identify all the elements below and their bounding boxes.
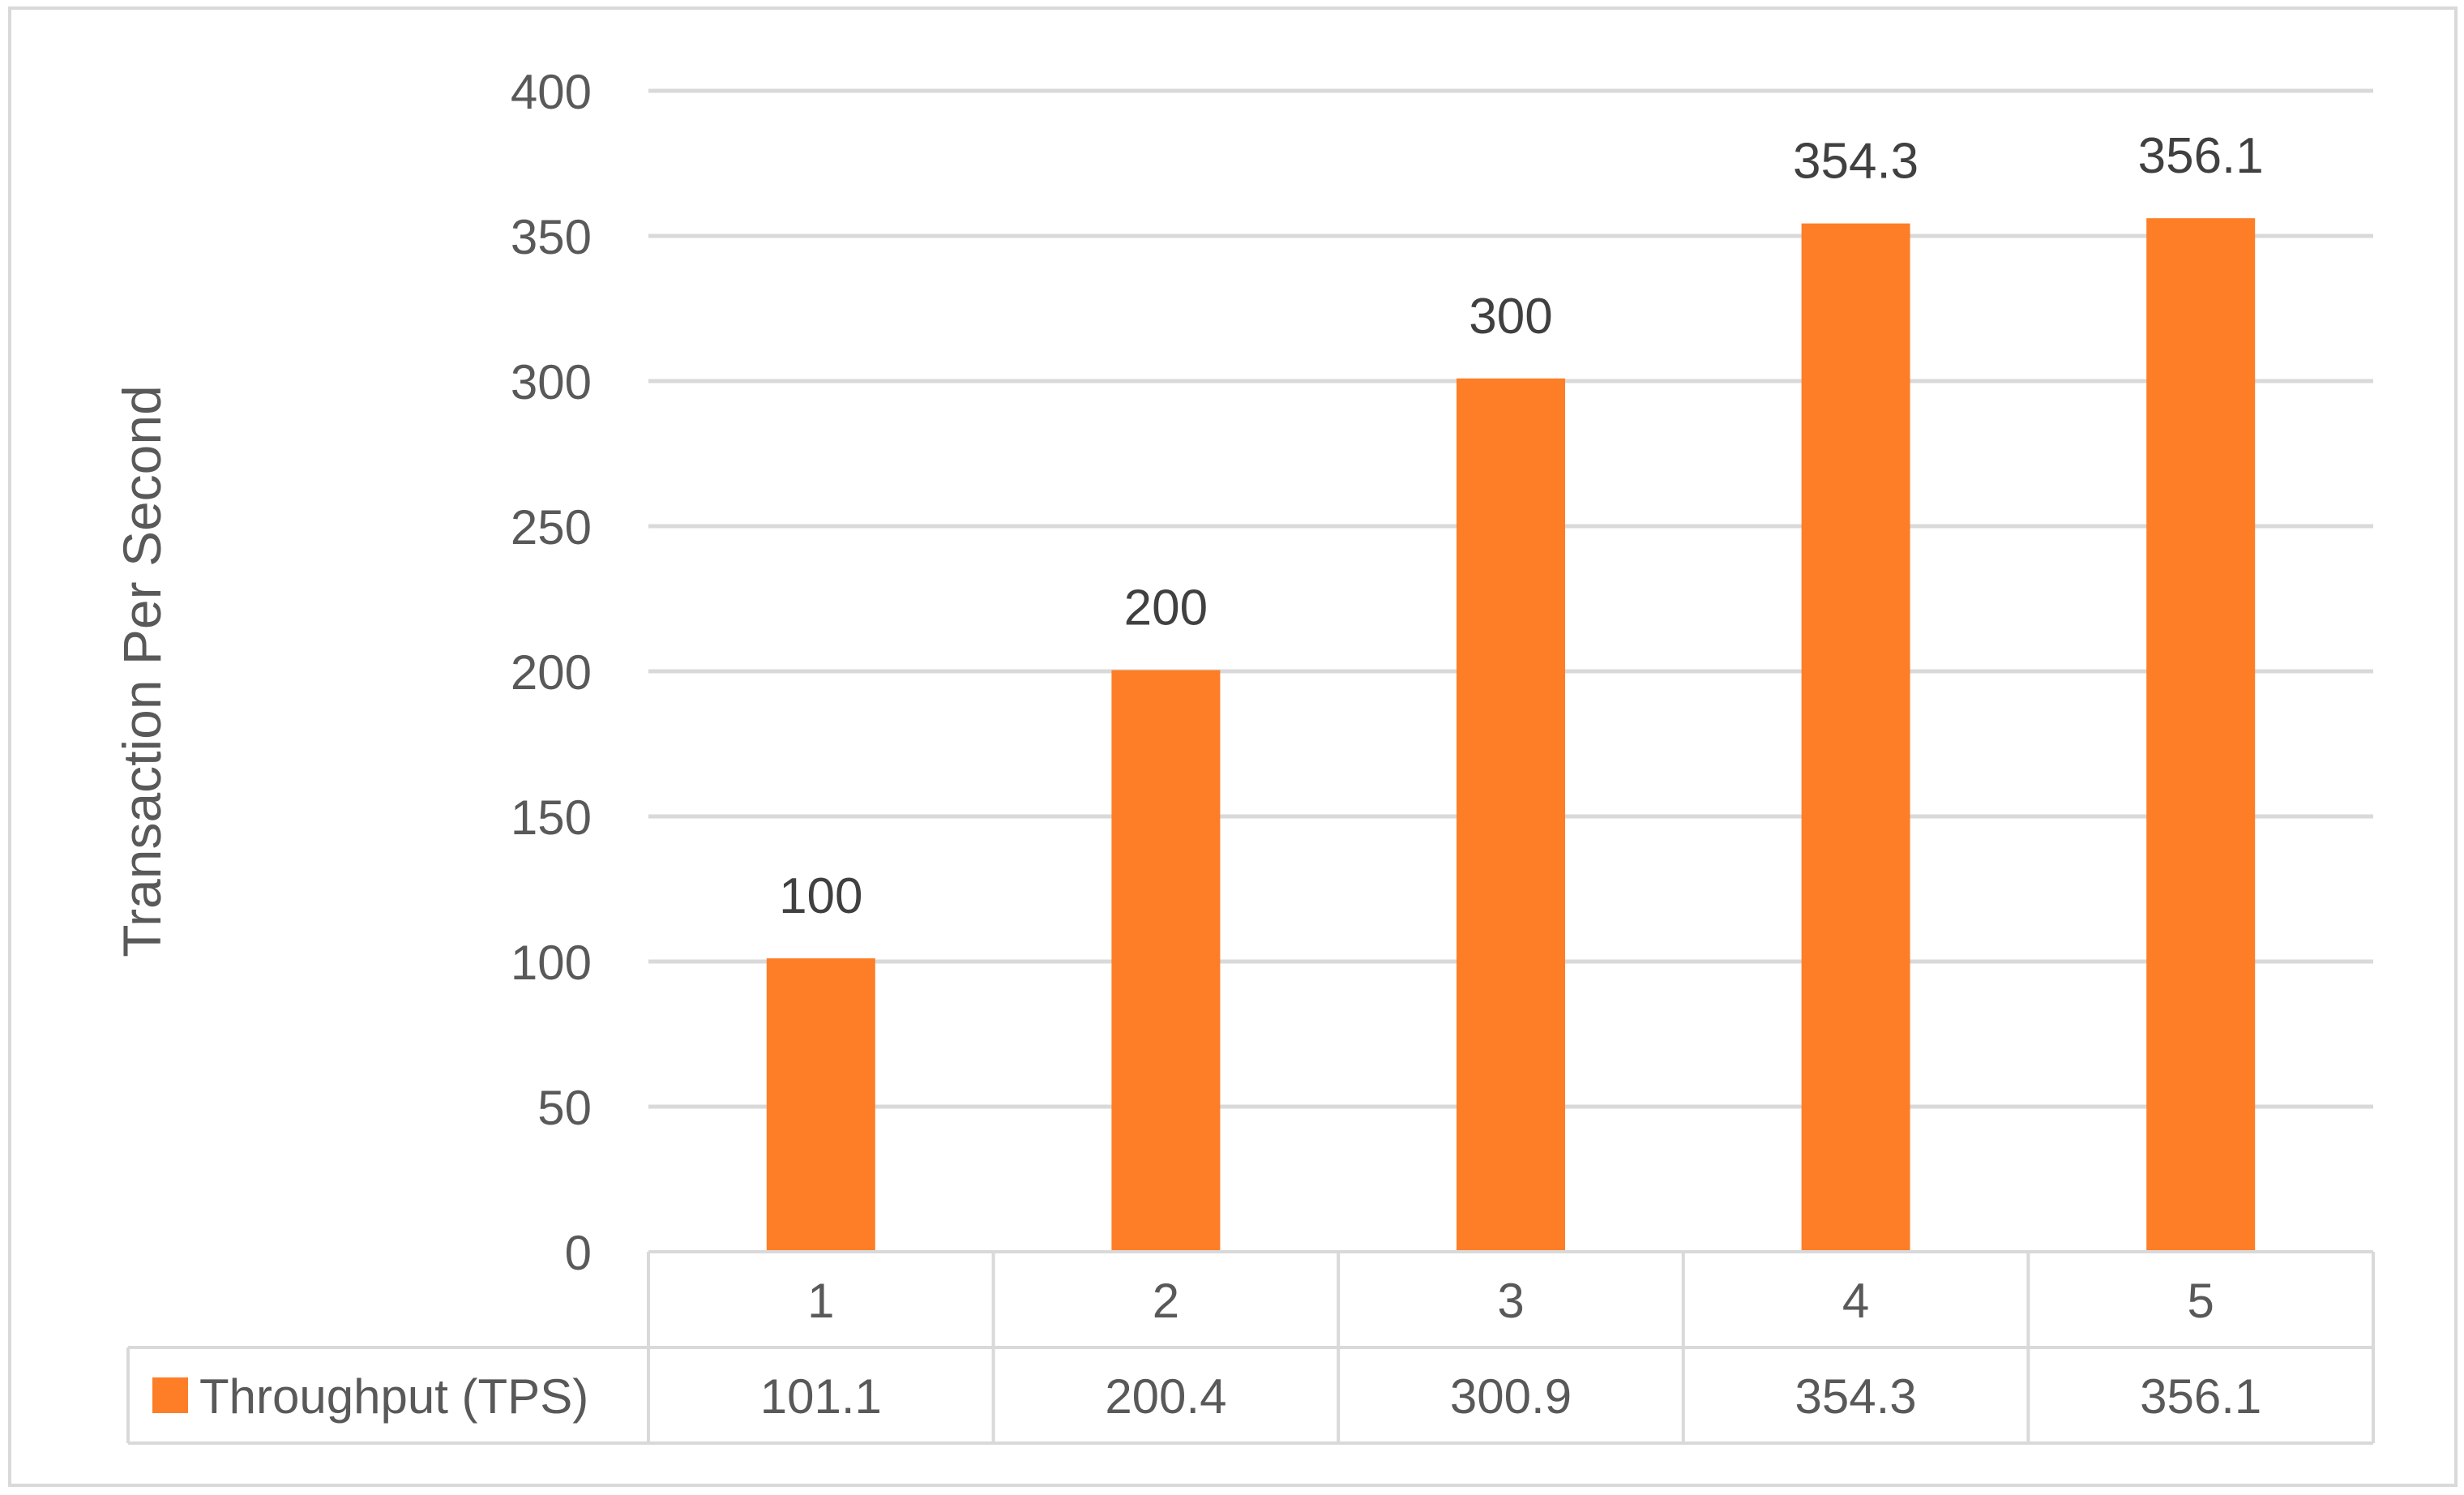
data-label: 100 [779,868,862,924]
bar [1457,378,1565,1252]
table-value: 356.1 [2140,1369,2261,1424]
table-value: 101.1 [760,1369,882,1424]
table-value: 354.3 [1795,1369,1917,1424]
bar [1801,223,1910,1253]
data-label: 356.1 [2138,128,2264,184]
bar [766,958,875,1252]
bar [2146,218,2256,1252]
x-tick-label: 5 [2188,1274,2214,1328]
data-label: 354.3 [1793,134,1919,190]
y-axis-tick-labels: 0 50 100 150 200 250 300 350 400 [511,65,592,1280]
y-tick-label: 100 [511,936,592,990]
x-tick-label: 3 [1497,1274,1524,1328]
bars [766,218,2256,1253]
y-tick-label: 0 [565,1226,592,1280]
y-tick-label: 50 [537,1081,592,1135]
legend-label: Throughput (TPS) [199,1369,588,1424]
y-tick-label: 250 [511,500,592,555]
x-tick-label: 2 [1153,1274,1179,1328]
x-tick-label: 4 [1842,1274,1869,1328]
y-tick-label: 150 [511,790,592,845]
y-tick-label: 200 [511,645,592,700]
table-value: 300.9 [1450,1369,1572,1424]
chart-border [8,6,2458,1487]
table-value: 200.4 [1105,1369,1226,1424]
legend-swatch [152,1377,188,1413]
y-tick-label: 350 [511,210,592,264]
y-axis-label: Transaction Per Second [112,385,172,957]
data-labels: 100 200 300 354.3 356.1 [779,128,2264,924]
data-label: 300 [1469,289,1552,345]
data-table: 1 101.1 2 200.4 3 300.9 4 354.3 5 356.1 Throughput… [126,1250,2375,1445]
data-label: 200 [1124,580,1208,636]
x-tick-label: 1 [807,1274,834,1328]
bar [1111,670,1221,1252]
y-tick-label: 300 [511,355,592,409]
y-tick-label: 400 [511,65,592,119]
